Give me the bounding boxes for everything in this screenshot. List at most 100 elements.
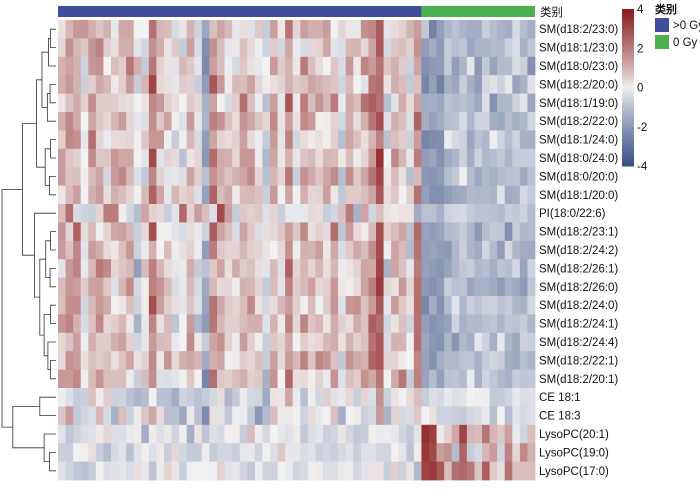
- heatmap-cell: [292, 406, 301, 426]
- heatmap-cell: [444, 240, 453, 260]
- heatmap-cell: [307, 112, 316, 131]
- heatmap-cell: [323, 112, 331, 131]
- heatmap-cell: [80, 406, 89, 426]
- heatmap-cell: [383, 314, 392, 334]
- heatmap-cell: [239, 314, 248, 334]
- heatmap-cell: [118, 240, 127, 260]
- heatmap-cell: [519, 222, 528, 242]
- heatmap-cell: [307, 204, 316, 223]
- heatmap-cell: [194, 424, 203, 444]
- heatmap-cell: [459, 296, 468, 315]
- heatmap-cell: [270, 314, 278, 334]
- heatmap-cell: [80, 443, 89, 462]
- heatmap-cell: [345, 148, 354, 168]
- heatmap-cell: [73, 222, 82, 242]
- heatmap-cell: [141, 185, 150, 205]
- heatmap-cell: [217, 93, 225, 113]
- heatmap-cell: [504, 406, 513, 426]
- heatmap-cell: [254, 148, 263, 168]
- heatmap-cell: [201, 296, 210, 315]
- colorbar-segment: [622, 100, 634, 104]
- heatmap-cell: [217, 424, 225, 444]
- heatmap-cell: [156, 369, 165, 389]
- heatmap-cell: [338, 167, 347, 186]
- heatmap-cell: [330, 56, 339, 76]
- heatmap-cell: [133, 148, 142, 168]
- heatmap-cell: [451, 332, 460, 352]
- heatmap-cell: [80, 56, 89, 76]
- heatmap-cell: [73, 351, 82, 370]
- heatmap-cell: [406, 259, 415, 278]
- colorbar-segment: [622, 74, 634, 78]
- heatmap-cell: [118, 112, 127, 131]
- heatmap-cell: [368, 443, 377, 462]
- heatmap-cell: [421, 185, 430, 205]
- heatmap-cell: [527, 461, 536, 481]
- dendrogram-branch: [48, 38, 56, 67]
- heatmap-cell: [80, 38, 89, 58]
- heatmap-cell: [474, 20, 483, 39]
- heatmap-cell: [391, 204, 400, 223]
- heatmap-cell: [307, 130, 316, 150]
- heatmap-cell: [80, 167, 89, 186]
- heatmap-cell: [58, 75, 66, 94]
- heatmap-cell: [133, 351, 142, 370]
- heatmap-cell: [186, 93, 195, 113]
- heatmap-cell: [164, 424, 172, 444]
- heatmap-cell: [164, 222, 172, 242]
- heatmap-cell: [504, 277, 513, 297]
- heatmap-cell: [292, 20, 301, 39]
- heatmap-cell: [201, 314, 210, 334]
- heatmap-cell: [421, 56, 430, 76]
- heatmap-cell: [201, 351, 210, 370]
- heatmap-cell: [406, 38, 415, 58]
- heatmap-cell: [186, 75, 195, 94]
- dendrogram-branch: [50, 28, 56, 48]
- heatmap-cell: [391, 424, 400, 444]
- heatmap-cell: [171, 130, 180, 150]
- heatmap-cell: [307, 351, 316, 370]
- heatmap-cell: [277, 406, 286, 426]
- heatmap-cell: [474, 369, 483, 389]
- heatmap-cell: [58, 222, 66, 242]
- heatmap-cell: [444, 56, 453, 76]
- heatmap-cell: [224, 20, 233, 39]
- heatmap-cell: [194, 296, 203, 315]
- colorbar-segment: [622, 69, 634, 73]
- heatmap-cell: [459, 148, 468, 168]
- heatmap-cell: [111, 93, 119, 113]
- heatmap-cell: [398, 56, 407, 76]
- heatmap-cell: [80, 204, 89, 223]
- heatmap-cell: [519, 20, 528, 39]
- heatmap-cell: [73, 148, 82, 168]
- heatmap-cell: [391, 406, 400, 426]
- dendrogram-branch: [49, 268, 56, 288]
- heatmap-cell: [406, 369, 415, 389]
- heatmap-cell: [156, 38, 165, 58]
- heatmap-cell: [444, 351, 453, 370]
- heatmap-cell: [103, 112, 112, 131]
- colorbar-segment: [622, 71, 634, 75]
- heatmap-cell: [398, 314, 407, 334]
- heatmap-cell: [444, 443, 453, 462]
- heatmap-cell: [73, 388, 82, 407]
- heatmap-cell: [95, 277, 104, 297]
- heatmap-cell: [141, 38, 150, 58]
- heatmap-cell: [421, 167, 430, 186]
- heatmap-cell: [519, 185, 528, 205]
- heatmap-cell: [88, 388, 97, 407]
- colorbar-segment: [622, 150, 634, 154]
- heatmap-cell: [368, 314, 377, 334]
- heatmap-cell: [164, 185, 172, 205]
- heatmap-cell: [262, 369, 271, 389]
- heatmap-cell: [65, 296, 74, 315]
- heatmap-cell: [270, 222, 278, 242]
- heatmap-cell: [497, 148, 506, 168]
- heatmap-cell: [330, 332, 339, 352]
- heatmap-cell: [429, 20, 437, 39]
- heatmap-cell: [118, 204, 127, 223]
- heatmap-cell: [451, 443, 460, 462]
- heatmap-cell: [482, 259, 490, 278]
- heatmap-cell: [413, 388, 422, 407]
- heatmap-cell: [58, 167, 66, 186]
